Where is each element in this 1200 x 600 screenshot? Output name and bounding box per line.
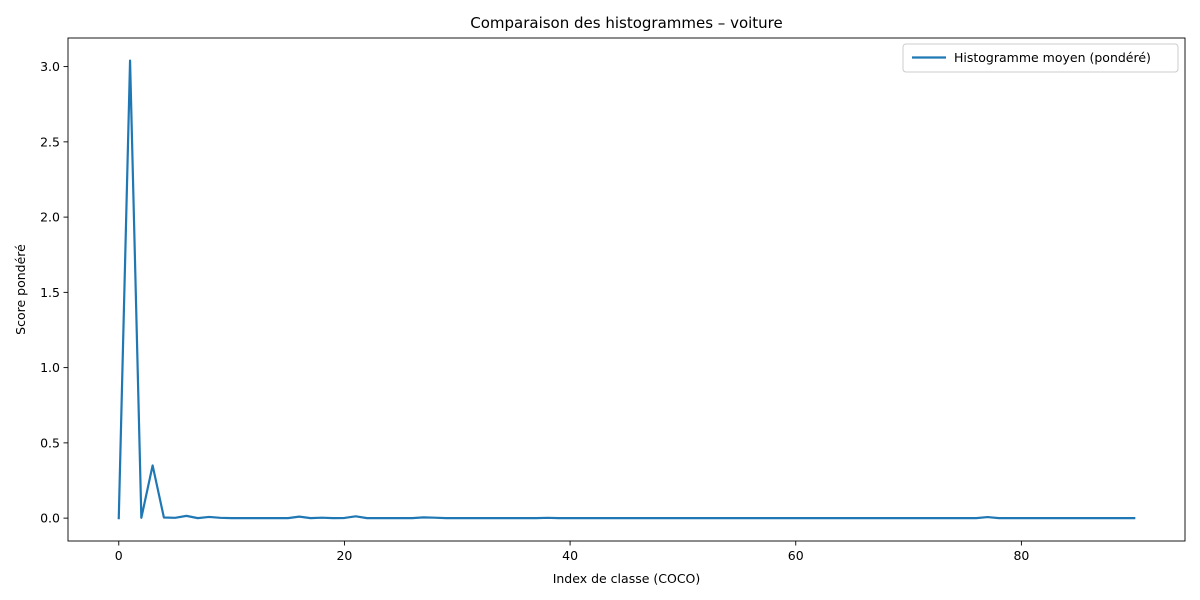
x-axis-ticks: 0 20 40 60 80: [115, 541, 1029, 563]
plot-frame: [67, 37, 1186, 542]
y-tick-label: 2.0: [40, 210, 60, 225]
y-tick-label: 3.0: [40, 59, 60, 74]
y-tick-label: 0.5: [40, 435, 60, 450]
series-layer: [117, 59, 1136, 520]
y-tick-label: 0.0: [40, 511, 60, 526]
series-line-histogramme-moyen: [117, 59, 1136, 520]
y-axis-label: Score pondéré: [13, 244, 28, 335]
x-axis-label: Index de classe (COCO): [553, 571, 701, 586]
x-tick-label: 0: [115, 548, 123, 563]
y-tick-label: 2.5: [40, 134, 60, 149]
chart-title: Comparaison des histogrammes – voiture: [470, 14, 783, 32]
y-axis-ticks: 0.0 0.5 1.0 1.5 2.0 2.5 3.0: [40, 59, 68, 526]
x-tick-label: 20: [336, 548, 352, 563]
y-tick-label: 1.0: [40, 360, 60, 375]
y-tick-label: 1.5: [40, 285, 60, 300]
x-tick-label: 40: [562, 548, 578, 563]
legend-entry-label: Histogramme moyen (pondéré): [954, 50, 1151, 65]
x-tick-label: 60: [788, 548, 804, 563]
x-tick-label: 80: [1013, 548, 1029, 563]
legend-box: [902, 43, 1179, 73]
legend: Histogramme moyen (pondéré): [902, 43, 1179, 73]
